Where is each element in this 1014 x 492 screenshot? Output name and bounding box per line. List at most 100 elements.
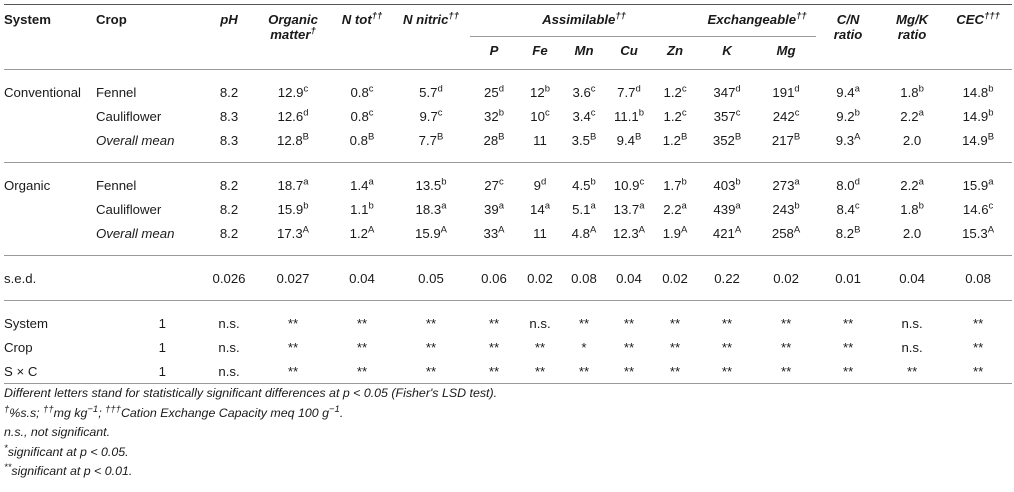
value: 0.8 (349, 132, 368, 148)
significance-letter: c (590, 107, 596, 119)
value-cell: 1.8b (880, 80, 944, 104)
empty-cell (96, 266, 204, 290)
spacer-cell (96, 290, 204, 301)
value-cell: 15.9b (254, 197, 332, 221)
value-cell: 18.3a (392, 197, 470, 221)
value-cell: 352B (698, 128, 756, 152)
spacer-row (4, 290, 1012, 301)
spacer-cell (698, 290, 756, 301)
anova-value: ** (425, 339, 437, 355)
spacer-cell (698, 162, 757, 173)
value-cell: 12.8B (254, 128, 332, 152)
value: 8.2 (219, 201, 239, 217)
significance-letter: B (302, 131, 309, 143)
spacer-cell (698, 300, 757, 311)
anova-value: ** (488, 339, 500, 355)
value-cell: 8.3 (204, 104, 254, 128)
table-row: Overall mean 8.2 17.3A 1.2A 15.9A 33A 11 4.8A 12… (4, 221, 1012, 245)
anova-value: n.s. (529, 315, 551, 331)
value: 2.0 (902, 132, 922, 148)
spacer-cell (332, 162, 392, 173)
significance-letter: b (794, 200, 800, 212)
significance-letter: B (635, 131, 642, 143)
significance-letter: A (590, 224, 597, 236)
value-cell: 2.2a (652, 197, 698, 221)
spacer-cell (698, 383, 757, 388)
value: 357 (713, 108, 736, 124)
spacer-cell (204, 383, 254, 388)
footnote-mark: †† (43, 403, 54, 415)
spacer-cell (392, 245, 470, 256)
anova-value: ** (534, 363, 546, 379)
spacer-row (4, 152, 1012, 163)
value: 242 (772, 108, 795, 124)
value-cell: 357c (698, 104, 756, 128)
footnote-mark: †† (448, 10, 459, 22)
table-body: Conventional Fennel 8.2 12.9c 0.8c 5.7d 25d 12b… (4, 69, 1013, 388)
anova-value: ** (972, 363, 984, 379)
value-cell: 13.7a (606, 197, 652, 221)
header-cec: CEC††† (944, 4, 1013, 70)
value-cell: 14.9b (944, 104, 1012, 128)
spacer-cell (816, 152, 880, 163)
value-cell: 10c (518, 104, 562, 128)
value: 9 (533, 177, 542, 193)
value: 1.2 (663, 108, 682, 124)
value-cell: 347d (698, 80, 756, 104)
significance-letter: A (681, 224, 688, 236)
value-cell: 3.6c (562, 80, 606, 104)
significance-letter: B (590, 131, 597, 143)
spacer-cell (4, 69, 96, 80)
anova-value: n.s. (218, 363, 240, 379)
value: 12.8 (276, 132, 303, 148)
value-cell: 2.2a (880, 173, 944, 197)
spacer-cell (204, 300, 254, 311)
sed-value: 0.027 (276, 270, 310, 286)
sed-value: 0.22 (714, 270, 740, 286)
significance-letter: a (303, 176, 309, 188)
value-cell: 15.9a (944, 173, 1012, 197)
value-cell: 12.6d (254, 104, 332, 128)
spacer-cell (606, 245, 652, 256)
header-mgk-ratio: Mg/K ratio (880, 4, 945, 70)
value-cell: 1.8b (880, 197, 944, 221)
value-cell: 9.3A (816, 128, 880, 152)
value-cell: 2.0 (880, 128, 944, 152)
anova-value: ** (356, 363, 368, 379)
spacer-cell (392, 290, 470, 301)
value-cell: 1.4a (332, 173, 392, 197)
spacer-cell (518, 69, 562, 80)
anova-value: ** (780, 363, 792, 379)
significance-letter: b (498, 107, 504, 119)
value-cell: 8.2 (204, 221, 254, 245)
value-cell: 0.8B (332, 128, 392, 152)
value-cell: 8.0d (816, 173, 880, 197)
value-cell: 1.2c (652, 80, 698, 104)
spacer-cell (944, 152, 1012, 163)
spacer-cell (652, 162, 699, 173)
value: 9.2 (836, 108, 855, 124)
significance-letter: c (681, 107, 687, 119)
spacer-cell (470, 162, 518, 173)
spacer-cell (518, 245, 562, 256)
value: 17.3 (276, 225, 303, 241)
spacer-cell (562, 255, 606, 266)
significance-letter: d (735, 83, 741, 95)
value: 11 (533, 132, 547, 148)
value: 33 (483, 225, 499, 241)
anova-value: ** (842, 315, 854, 331)
anova-value: ** (287, 339, 299, 355)
sed-value: 0.06 (481, 270, 507, 286)
value: 0.8 (350, 108, 369, 124)
value: 2.0 (902, 225, 922, 241)
spacer-cell (698, 255, 757, 266)
note-text: significant at p < 0.05. (7, 444, 129, 459)
value: 7.7 (617, 84, 636, 100)
footnote-mark: ††† (984, 10, 1000, 22)
significance-letter: a (794, 176, 800, 188)
spacer-cell (816, 300, 881, 311)
value-cell: 1.9A (652, 221, 698, 245)
value: 14.6 (962, 201, 989, 217)
spacer-cell (332, 290, 392, 301)
significance-letter: c (368, 83, 374, 95)
